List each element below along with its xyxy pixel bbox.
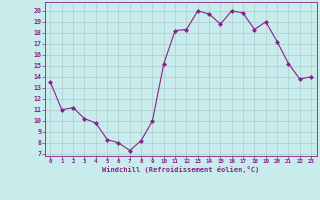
X-axis label: Windchill (Refroidissement éolien,°C): Windchill (Refroidissement éolien,°C) [102,166,260,173]
